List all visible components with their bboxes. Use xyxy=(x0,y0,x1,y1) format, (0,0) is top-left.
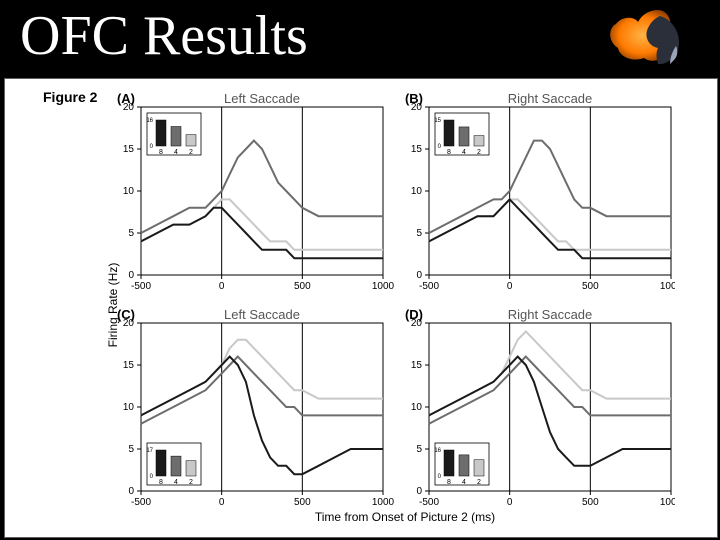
svg-text:0: 0 xyxy=(416,486,422,497)
content-panel: Figure 2 (A)Left Saccade-500050010000510… xyxy=(4,78,718,538)
svg-text:15: 15 xyxy=(411,360,423,371)
svg-text:4: 4 xyxy=(462,149,466,156)
svg-text:5: 5 xyxy=(416,228,422,239)
svg-text:0: 0 xyxy=(416,270,422,281)
slide-header: OFC Results xyxy=(0,0,720,76)
svg-text:20: 20 xyxy=(123,102,135,113)
svg-text:15: 15 xyxy=(123,360,135,371)
chart-grid: (A)Left Saccade-500050010000510152084201… xyxy=(105,85,675,525)
panel-A: (A)Left Saccade-500050010000510152084201… xyxy=(117,91,395,292)
svg-text:Left Saccade: Left Saccade xyxy=(224,307,300,322)
svg-text:-500: -500 xyxy=(131,497,151,508)
svg-text:-500: -500 xyxy=(419,497,439,508)
panel-C: (C)Left Saccade-500050010000510152084201… xyxy=(117,307,395,508)
svg-text:0: 0 xyxy=(507,281,513,292)
svg-text:16: 16 xyxy=(434,448,441,454)
svg-text:17: 17 xyxy=(146,448,153,454)
svg-text:500: 500 xyxy=(294,497,311,508)
svg-text:15: 15 xyxy=(123,144,135,155)
x-axis-label: Time from Onset of Picture 2 (ms) xyxy=(315,510,495,524)
svg-text:8: 8 xyxy=(159,479,163,486)
svg-text:1000: 1000 xyxy=(372,497,395,508)
svg-text:2: 2 xyxy=(189,149,193,156)
inset-bars: 842017 xyxy=(146,443,201,486)
svg-text:10: 10 xyxy=(411,186,423,197)
inset-bars: 842016 xyxy=(146,113,201,156)
svg-text:0: 0 xyxy=(128,486,134,497)
svg-text:8: 8 xyxy=(447,479,451,486)
svg-text:8: 8 xyxy=(159,149,163,156)
svg-text:5: 5 xyxy=(416,444,422,455)
svg-text:500: 500 xyxy=(582,281,599,292)
svg-text:-500: -500 xyxy=(419,281,439,292)
figure-label: Figure 2 xyxy=(43,89,97,105)
svg-text:2: 2 xyxy=(477,479,481,486)
svg-text:4: 4 xyxy=(462,479,466,486)
svg-text:10: 10 xyxy=(123,402,135,413)
brain-logo xyxy=(598,6,690,68)
svg-text:1000: 1000 xyxy=(660,281,675,292)
svg-text:-500: -500 xyxy=(131,281,151,292)
svg-text:0: 0 xyxy=(507,497,513,508)
svg-text:4: 4 xyxy=(174,479,178,486)
svg-text:15: 15 xyxy=(411,144,423,155)
svg-text:20: 20 xyxy=(411,102,423,113)
svg-text:1000: 1000 xyxy=(660,497,675,508)
svg-text:2: 2 xyxy=(189,479,193,486)
svg-text:2: 2 xyxy=(477,149,481,156)
svg-text:0: 0 xyxy=(219,497,225,508)
svg-text:8: 8 xyxy=(447,149,451,156)
svg-text:20: 20 xyxy=(123,318,135,329)
svg-text:0: 0 xyxy=(219,281,225,292)
svg-text:10: 10 xyxy=(123,186,135,197)
y-axis-label: Firing Rate (Hz) xyxy=(106,263,120,348)
svg-text:5: 5 xyxy=(128,444,134,455)
svg-text:5: 5 xyxy=(128,228,134,239)
svg-text:4: 4 xyxy=(174,149,178,156)
inset-bars: 842016 xyxy=(434,443,489,486)
inset-bars: 842015 xyxy=(434,113,489,156)
svg-text:1000: 1000 xyxy=(372,281,395,292)
svg-text:500: 500 xyxy=(582,497,599,508)
svg-text:500: 500 xyxy=(294,281,311,292)
svg-text:Right Saccade: Right Saccade xyxy=(508,91,593,106)
slide-title: OFC Results xyxy=(20,4,308,68)
svg-text:20: 20 xyxy=(411,318,423,329)
svg-text:Left Saccade: Left Saccade xyxy=(224,91,300,106)
panel-D: (D)Right Saccade-50005001000051015208420… xyxy=(405,307,675,508)
svg-text:0: 0 xyxy=(128,270,134,281)
panel-B: (B)Right Saccade-50005001000051015208420… xyxy=(405,91,675,292)
svg-text:16: 16 xyxy=(146,118,153,124)
svg-text:10: 10 xyxy=(411,402,423,413)
svg-text:15: 15 xyxy=(434,118,441,124)
svg-text:Right Saccade: Right Saccade xyxy=(508,307,593,322)
